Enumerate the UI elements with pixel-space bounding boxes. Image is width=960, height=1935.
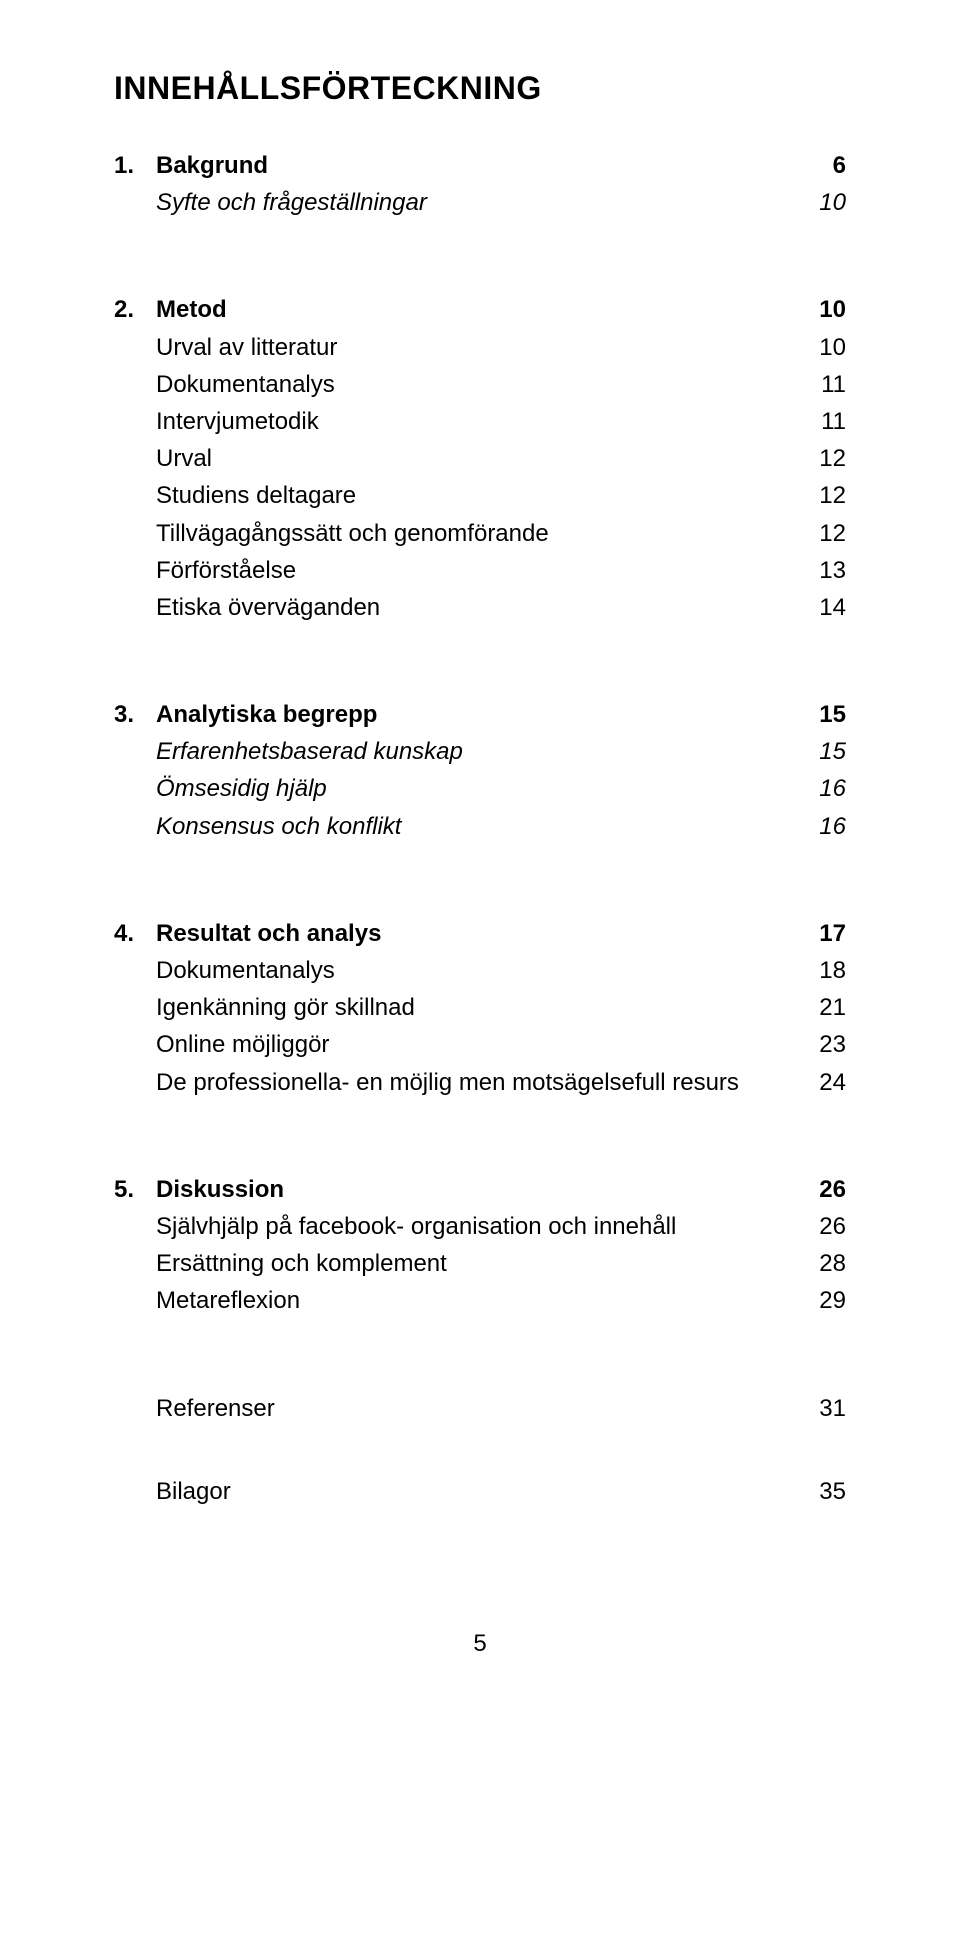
toc-heading-row: 5.Diskussion 26: [114, 1171, 846, 1208]
toc-heading-num: 4.: [114, 915, 156, 952]
toc-item-page: 18: [806, 952, 846, 989]
toc-item-row: De professionella- en möjlig men motsäge…: [114, 1064, 846, 1101]
toc-heading-row: 1.Bakgrund 6: [114, 147, 846, 184]
toc-item-row: Intervjumetodik11: [114, 403, 846, 440]
toc-item-page: 10: [806, 184, 846, 221]
toc-item-label: Tillvägagångssätt och genomförande: [156, 515, 806, 552]
toc-item-row: Etiska överväganden14: [114, 589, 846, 626]
toc-section: 1.Bakgrund 6 Syfte och frågeställningar …: [114, 147, 846, 221]
toc-item-label: Igenkänning gör skillnad: [156, 989, 806, 1026]
page-container: INNEHÅLLSFÖRTECKNING 1.Bakgrund 6 Syfte …: [0, 0, 960, 1718]
toc-section: 4.Resultat och analys 17 Dokumentanalys1…: [114, 915, 846, 1101]
toc-item-page: 12: [806, 477, 846, 514]
toc-heading-label: 2.Metod: [114, 291, 806, 328]
toc-item-page: 13: [806, 552, 846, 589]
toc-item-label: Studiens deltagare: [156, 477, 806, 514]
toc-item-label: De professionella- en möjlig men motsäge…: [156, 1064, 806, 1101]
toc-item-label: Konsensus och konflikt: [156, 808, 806, 845]
toc-tail-row: Referenser 31: [114, 1390, 846, 1427]
toc-item-label: Ömsesidig hjälp: [156, 770, 806, 807]
toc-item-page: 12: [806, 515, 846, 552]
toc-heading-page: 10: [806, 291, 846, 328]
toc-item-row: Konsensus och konflikt16: [114, 808, 846, 845]
toc-item-page: 26: [806, 1208, 846, 1245]
toc-item-label: Erfarenhetsbaserad kunskap: [156, 733, 806, 770]
toc-heading-page: 17: [806, 915, 846, 952]
toc-heading-page: 26: [806, 1171, 846, 1208]
toc-section: 2.Metod 10 Urval av litteratur10 Dokumen…: [114, 291, 846, 626]
toc-item-row: Ersättning och komplement28: [114, 1245, 846, 1282]
toc-item-label: Förförståelse: [156, 552, 806, 589]
toc-item-row: Erfarenhetsbaserad kunskap15: [114, 733, 846, 770]
page-title: INNEHÅLLSFÖRTECKNING: [114, 70, 846, 107]
toc-tail-label: Bilagor: [156, 1473, 806, 1510]
toc-item-row: Dokumentanalys11: [114, 366, 846, 403]
toc-item-page: 16: [806, 770, 846, 807]
toc-heading-num: 2.: [114, 291, 156, 328]
toc-item-row: Syfte och frågeställningar 10: [114, 184, 846, 221]
toc-item-row: Tillvägagångssätt och genomförande12: [114, 515, 846, 552]
toc-item-label: Ersättning och komplement: [156, 1245, 806, 1282]
toc-item-label: Urval av litteratur: [156, 329, 806, 366]
toc-item-row: Urval12: [114, 440, 846, 477]
toc-heading-num: 1.: [114, 147, 156, 184]
toc-item-label: Etiska överväganden: [156, 589, 806, 626]
toc-item-label: Intervjumetodik: [156, 403, 806, 440]
toc-heading-text: Resultat och analys: [156, 920, 381, 947]
toc-item-page: 29: [806, 1282, 846, 1319]
toc-tail-row: Bilagor 35: [114, 1473, 846, 1510]
toc-tail-page: 31: [806, 1390, 846, 1427]
toc-heading-label: 1.Bakgrund: [114, 147, 806, 184]
toc-item-label: Dokumentanalys: [156, 366, 806, 403]
toc-item-label: Syfte och frågeställningar: [156, 184, 806, 221]
toc-item-label: Online möjliggör: [156, 1026, 806, 1063]
toc-item-page: 23: [806, 1026, 846, 1063]
toc-heading-page: 15: [806, 696, 846, 733]
toc-heading-page: 6: [806, 147, 846, 184]
toc-item-row: Dokumentanalys18: [114, 952, 846, 989]
toc-tail: Referenser 31 Bilagor 35: [114, 1390, 846, 1510]
toc-heading-row: 3.Analytiska begrepp 15: [114, 696, 846, 733]
toc-item-label: Metareflexion: [156, 1282, 806, 1319]
toc-item-row: Metareflexion29: [114, 1282, 846, 1319]
toc-item-page: 16: [806, 808, 846, 845]
toc-item-row: Igenkänning gör skillnad21: [114, 989, 846, 1026]
toc-tail-page: 35: [806, 1473, 846, 1510]
toc-item-page: 24: [806, 1064, 846, 1101]
toc-heading-text: Metod: [156, 296, 227, 323]
toc-tail-label: Referenser: [156, 1390, 806, 1427]
toc-heading-label: 5.Diskussion: [114, 1171, 806, 1208]
toc-heading-row: 2.Metod 10: [114, 291, 846, 328]
toc-item-row: Självhjälp på facebook- organisation och…: [114, 1208, 846, 1245]
toc-item-page: 21: [806, 989, 846, 1026]
toc-item-row: Förförståelse13: [114, 552, 846, 589]
toc-item-page: 11: [806, 366, 846, 403]
toc-section: 3.Analytiska begrepp 15 Erfarenhetsbaser…: [114, 696, 846, 845]
toc-item-page: 14: [806, 589, 846, 626]
toc-heading-text: Bakgrund: [156, 152, 268, 179]
toc-heading-num: 5.: [114, 1171, 156, 1208]
toc-item-row: Online möjliggör23: [114, 1026, 846, 1063]
toc-item-label: Självhjälp på facebook- organisation och…: [156, 1208, 806, 1245]
footer-page-number: 5: [114, 1630, 846, 1658]
toc-item-row: Ömsesidig hjälp16: [114, 770, 846, 807]
toc-heading-label: 3.Analytiska begrepp: [114, 696, 806, 733]
toc-item-page: 28: [806, 1245, 846, 1282]
toc-item-label: Urval: [156, 440, 806, 477]
toc-item-page: 12: [806, 440, 846, 477]
toc-heading-text: Analytiska begrepp: [156, 701, 377, 728]
toc-item-label: Dokumentanalys: [156, 952, 806, 989]
toc-item-page: 10: [806, 329, 846, 366]
toc-heading-row: 4.Resultat och analys 17: [114, 915, 846, 952]
toc-heading-num: 3.: [114, 696, 156, 733]
toc-heading-label: 4.Resultat och analys: [114, 915, 806, 952]
toc-item-page: 11: [806, 403, 846, 440]
toc-item-row: Studiens deltagare12: [114, 477, 846, 514]
toc-item-page: 15: [806, 733, 846, 770]
toc-section: 5.Diskussion 26 Självhjälp på facebook- …: [114, 1171, 846, 1320]
toc-heading-text: Diskussion: [156, 1176, 284, 1203]
toc-item-row: Urval av litteratur10: [114, 329, 846, 366]
